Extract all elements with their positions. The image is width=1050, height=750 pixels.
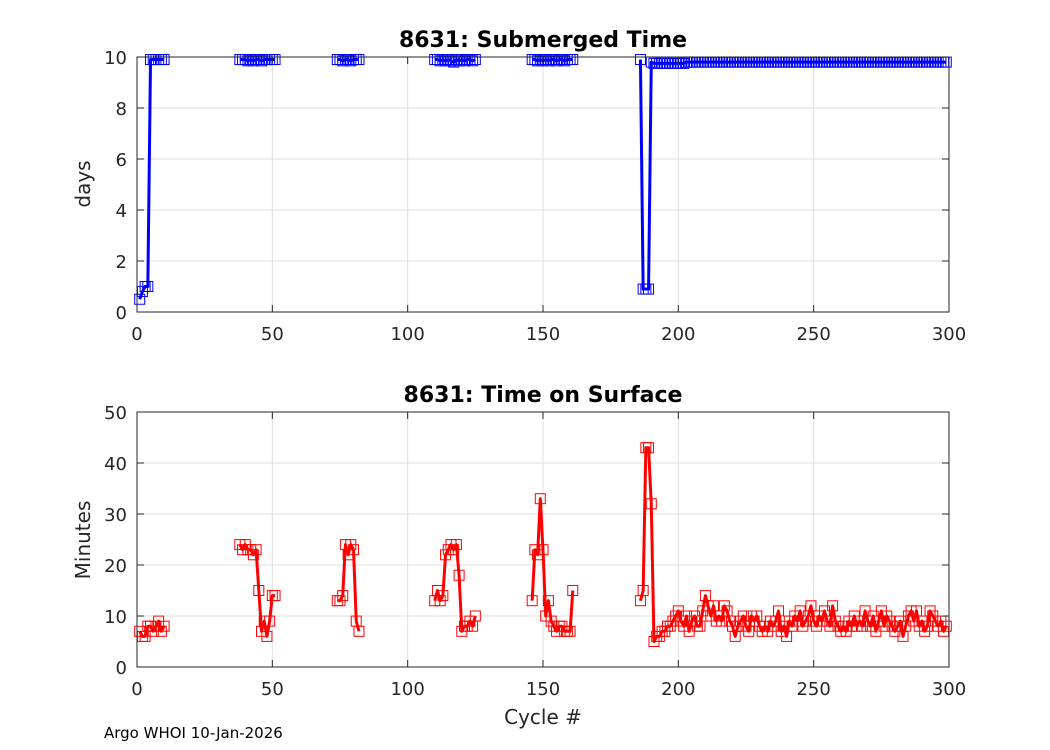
data-point-marker bbox=[534, 493, 546, 505]
data-point-marker bbox=[772, 605, 784, 617]
y-tick-label: 50 bbox=[104, 403, 127, 424]
series-line bbox=[433, 543, 477, 633]
footer-credit: Argo WHOI 10-Jan-2026 bbox=[104, 724, 283, 742]
y-tick-label: 20 bbox=[104, 556, 127, 577]
data-point-marker bbox=[637, 585, 649, 596]
y-axis-label: Minutes bbox=[71, 501, 95, 580]
data-point-marker bbox=[643, 283, 655, 295]
x-tick-label: 150 bbox=[526, 679, 560, 700]
data-point-marker bbox=[348, 544, 360, 556]
ticks: 0 50 100 150 200 250 300 0 10 20 30 40 50 bbox=[104, 403, 966, 700]
data-point-marker bbox=[453, 569, 465, 581]
x-tick-label: 200 bbox=[661, 679, 695, 700]
data-point-marker bbox=[542, 595, 554, 607]
x-tick-label: 0 bbox=[131, 679, 142, 700]
data-point-marker bbox=[940, 620, 952, 632]
x-axis-label: Cycle # bbox=[504, 705, 582, 729]
data-point-marker bbox=[564, 625, 576, 637]
y-tick-label: 0 bbox=[116, 658, 127, 679]
axes-time-on-surface: 0 50 100 150 200 250 300 0 10 20 30 40 50 8631: Time… bbox=[71, 383, 966, 729]
x-tick-label: 100 bbox=[390, 324, 424, 345]
x-tick-label: 50 bbox=[261, 324, 284, 345]
y-tick-label: 0 bbox=[116, 303, 127, 324]
data-point-marker bbox=[694, 620, 706, 632]
x-tick-label: 250 bbox=[796, 679, 830, 700]
data-point-marker bbox=[467, 55, 479, 67]
data-point-marker bbox=[158, 620, 170, 632]
data-point-marker bbox=[469, 54, 481, 66]
axes-submerged-time: 0 50 100 150 200 250 300 0 2 4 6 8 10 8631: Submerge… bbox=[71, 28, 966, 345]
x-tick-label: 300 bbox=[932, 324, 966, 345]
y-tick-label: 2 bbox=[116, 252, 127, 273]
ticks: 0 50 100 150 200 250 300 0 2 4 6 8 10 bbox=[104, 48, 966, 345]
data-point-marker bbox=[269, 590, 281, 602]
chart-title: 8631: Time on Surface bbox=[404, 383, 683, 408]
data-point-marker bbox=[253, 585, 265, 596]
series-line bbox=[138, 58, 165, 300]
data-point-marker bbox=[450, 539, 462, 551]
y-tick-label: 8 bbox=[116, 99, 127, 120]
data-point-marker bbox=[158, 54, 170, 66]
data-point-marker bbox=[142, 281, 154, 292]
data-point-marker bbox=[634, 54, 646, 66]
data-point-marker bbox=[645, 498, 657, 510]
x-tick-label: 200 bbox=[661, 324, 695, 345]
x-tick-label: 150 bbox=[526, 324, 560, 345]
data-point-marker bbox=[805, 600, 817, 612]
y-tick-label: 10 bbox=[104, 607, 127, 628]
y-tick-label: 6 bbox=[116, 150, 127, 171]
data-point-marker bbox=[250, 544, 262, 556]
y-axis-label: days bbox=[71, 160, 95, 207]
series-line bbox=[434, 58, 476, 64]
x-tick-label: 0 bbox=[131, 324, 142, 345]
y-tick-label: 4 bbox=[116, 201, 127, 222]
data-point-marker bbox=[567, 585, 579, 596]
data-point-marker bbox=[526, 595, 538, 607]
data-point-marker bbox=[269, 54, 281, 66]
data-point-marker bbox=[353, 54, 365, 66]
x-tick-label: 50 bbox=[261, 679, 284, 700]
plot-area bbox=[134, 442, 952, 647]
data-point-marker bbox=[261, 630, 273, 642]
x-tick-label: 250 bbox=[796, 324, 830, 345]
data-point-marker bbox=[567, 54, 579, 66]
x-tick-label: 100 bbox=[390, 679, 424, 700]
data-point-marker bbox=[537, 544, 549, 556]
data-point-marker bbox=[353, 625, 365, 637]
y-tick-label: 10 bbox=[104, 48, 127, 69]
data-point-marker bbox=[643, 442, 655, 454]
data-point-marker bbox=[264, 615, 276, 627]
data-point-marker bbox=[469, 610, 481, 622]
x-tick-label: 300 bbox=[932, 679, 966, 700]
data-point-marker bbox=[134, 293, 146, 305]
data-point-marker bbox=[337, 590, 349, 602]
data-point-marker bbox=[827, 600, 839, 612]
chart-title: 8631: Submerged Time bbox=[399, 28, 687, 53]
y-tick-label: 40 bbox=[104, 454, 127, 475]
data-point-marker bbox=[437, 590, 449, 602]
y-tick-label: 30 bbox=[104, 505, 127, 526]
series-line bbox=[532, 58, 573, 63]
